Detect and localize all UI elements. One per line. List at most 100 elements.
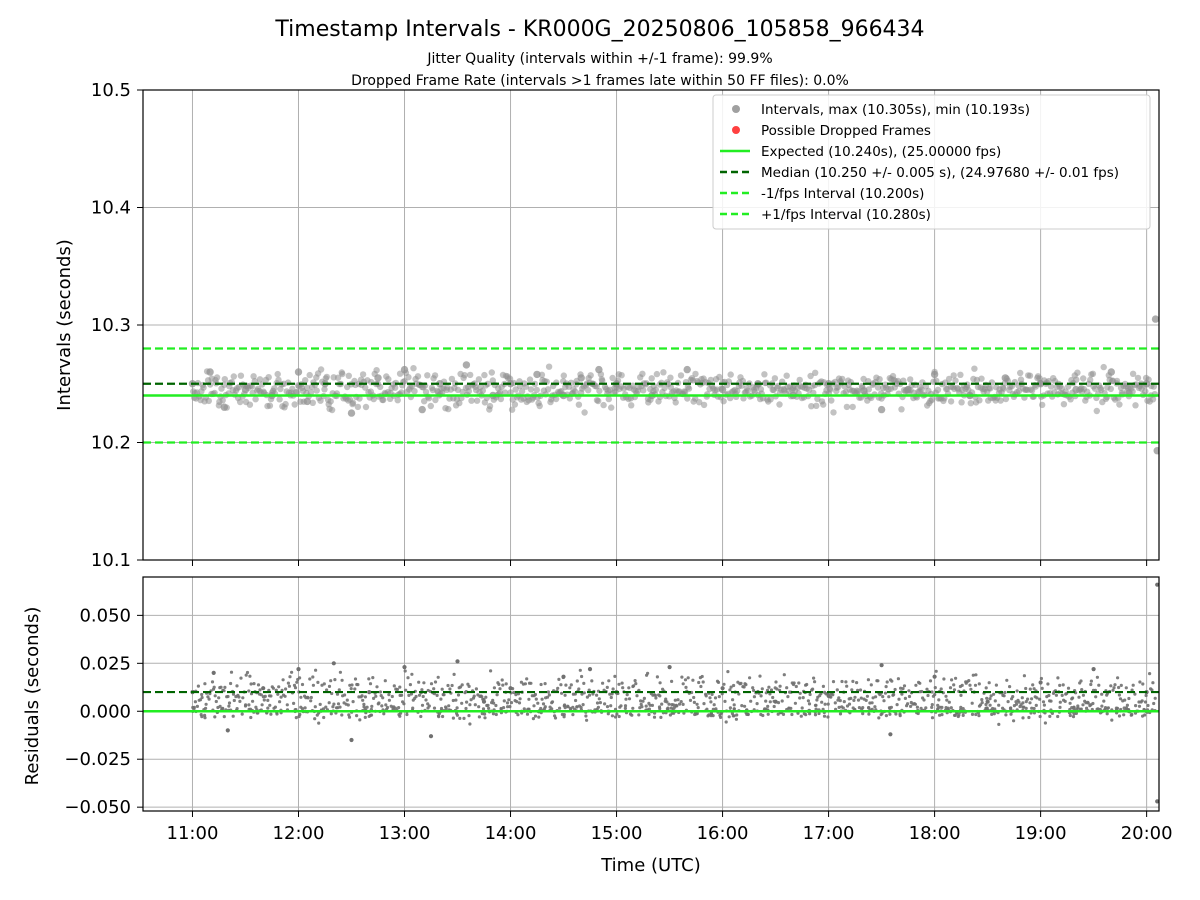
data-point [808, 692, 812, 697]
data-point [349, 687, 353, 691]
data-point [864, 698, 868, 703]
data-point [732, 703, 736, 707]
data-point [984, 686, 988, 690]
data-point [959, 693, 963, 698]
data-point [370, 395, 377, 403]
data-point [801, 696, 805, 700]
data-point [421, 398, 428, 405]
data-point [511, 401, 519, 408]
data-point [881, 695, 885, 699]
series-point [1155, 799, 1159, 804]
data-point [749, 699, 753, 703]
y-tick-label: 10.5 [91, 80, 131, 101]
data-point [718, 713, 722, 717]
data-point [248, 674, 252, 678]
data-point [699, 684, 703, 689]
data-point [1132, 402, 1139, 409]
data-point [936, 703, 940, 708]
series-point [436, 380, 444, 388]
data-point [806, 699, 811, 703]
legend-label: +1/fps Interval (10.280s) [761, 207, 931, 223]
data-point [213, 715, 217, 719]
data-point [582, 691, 586, 695]
data-point [492, 701, 496, 705]
data-point [533, 714, 538, 718]
data-point [210, 680, 215, 684]
data-point [1006, 700, 1010, 704]
data-point [726, 670, 730, 674]
series-point [1038, 680, 1043, 685]
data-point [587, 688, 591, 692]
data-point [1124, 686, 1128, 690]
data-point [1087, 376, 1094, 384]
data-point [205, 397, 212, 405]
data-point [845, 684, 849, 688]
data-point [361, 698, 365, 702]
data-point [600, 401, 607, 409]
data-point [577, 687, 581, 691]
legend-label: Expected (10.240s), (25.00000 fps) [761, 144, 1001, 160]
data-point [866, 678, 871, 682]
data-point [462, 716, 466, 721]
data-point [907, 376, 914, 383]
data-point [191, 705, 195, 710]
data-point [1030, 706, 1034, 710]
data-point [502, 699, 506, 703]
data-point [639, 699, 643, 703]
data-point [327, 684, 332, 689]
data-point [942, 677, 946, 681]
data-point [859, 696, 863, 700]
data-point [436, 675, 440, 679]
data-point [350, 683, 354, 687]
data-point [978, 375, 985, 382]
data-point [683, 678, 688, 682]
data-point [704, 694, 708, 698]
data-point [763, 707, 767, 711]
data-point [627, 686, 631, 690]
data-point [204, 702, 208, 706]
data-point [502, 706, 506, 710]
data-point [292, 701, 296, 706]
data-point [595, 707, 599, 711]
data-point [944, 694, 948, 698]
data-point [605, 705, 610, 709]
data-point [997, 722, 1001, 727]
data-point [382, 712, 386, 716]
data-point [608, 404, 615, 411]
data-point [1151, 681, 1155, 685]
data-point [1100, 704, 1104, 708]
data-point [282, 400, 289, 408]
data-point [837, 705, 841, 710]
data-point [313, 387, 320, 394]
data-point [465, 700, 469, 704]
data-point [378, 690, 383, 694]
data-point [958, 399, 965, 406]
data-point [780, 699, 784, 703]
data-point [494, 712, 498, 717]
series-point [481, 699, 487, 704]
data-point [657, 705, 662, 709]
data-point [944, 706, 948, 710]
data-point [204, 706, 208, 710]
data-point [235, 684, 239, 688]
data-point [871, 696, 875, 700]
data-point [1089, 682, 1093, 687]
data-point [783, 372, 790, 379]
data-point [785, 686, 789, 690]
y-tick-label: 0.000 [79, 701, 131, 722]
data-point [575, 401, 583, 408]
data-point [828, 397, 835, 404]
data-point [916, 711, 920, 716]
data-point [632, 684, 636, 688]
data-point [776, 701, 781, 705]
data-point [286, 681, 290, 685]
data-point [839, 375, 846, 383]
data-point [744, 387, 751, 394]
data-point [258, 688, 262, 692]
data-point [299, 695, 303, 699]
data-point [454, 386, 462, 393]
data-point [424, 698, 428, 702]
data-point [1017, 700, 1021, 704]
data-point [504, 682, 508, 686]
series-point [225, 728, 230, 733]
